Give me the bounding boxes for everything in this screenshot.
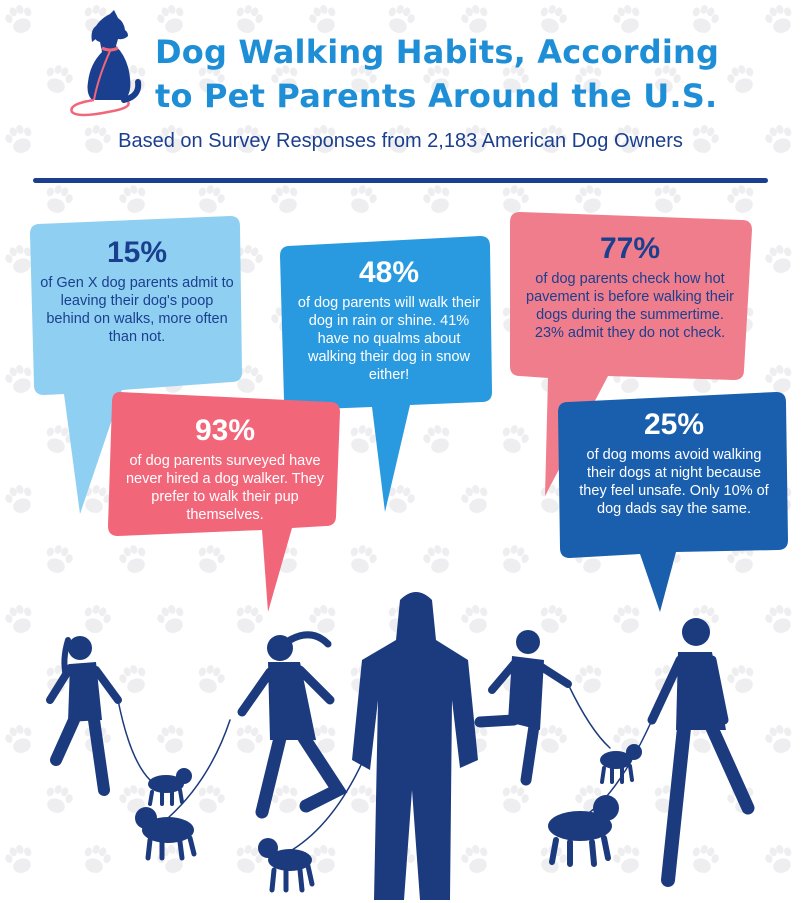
- dog-silhouette-5: [548, 795, 619, 867]
- bubble-shape-48: [280, 236, 492, 512]
- stat-percent: 77%: [599, 232, 661, 265]
- bubble-shape-15: [30, 216, 242, 514]
- stat-percent: 25%: [643, 408, 705, 441]
- stat-percent: 93%: [194, 414, 256, 447]
- stat-bubble-dog-walker: 93% of dog parents surveyed have never h…: [122, 414, 328, 524]
- title-line-2: to Pet Parents Around the U.S.: [155, 77, 718, 115]
- walker-silhouette-2: [237, 631, 348, 819]
- dog-silhouette-3: [258, 739, 373, 893]
- walker-silhouette-5: [589, 618, 755, 887]
- bubble-shape-93: [108, 392, 340, 612]
- title-line-1: Dog Walking Habits, According: [155, 33, 720, 71]
- dog-walkers-illustration: [46, 592, 755, 900]
- stat-bubble-gen-x-poop: 15% of Gen X dog parents admit to leavin…: [40, 236, 234, 346]
- dog-silhouette-1: [148, 768, 192, 806]
- stat-bubble-hot-pavement: 77% of dog parents check how hot pavemen…: [524, 232, 736, 342]
- walker-silhouette-4: [474, 630, 611, 786]
- dog-silhouette-4: [600, 744, 642, 784]
- page-subtitle: Based on Survey Responses from 2,183 Ame…: [118, 130, 683, 152]
- bubble-shape-25: [558, 392, 788, 612]
- stat-bubble-night-walks: 25% of dog moms avoid walking their dogs…: [572, 408, 776, 518]
- dog-silhouette-2: [135, 719, 231, 861]
- stat-text: of dog moms avoid walking their dogs at …: [579, 447, 769, 517]
- stat-bubble-rain-or-shine: 48% of dog parents will walk their dog i…: [294, 256, 484, 384]
- stat-text: of dog parents will walk their dog in ra…: [297, 295, 481, 383]
- stat-text: of Gen X dog parents admit to leaving th…: [40, 275, 234, 345]
- page-title: Dog Walking Habits, According to Pet Par…: [155, 30, 795, 118]
- walker-silhouette-1: [46, 636, 151, 796]
- stat-percent: 48%: [358, 256, 420, 289]
- sitting-dog-logo-icon: [70, 10, 142, 117]
- stat-text: of dog parents surveyed have never hired…: [125, 453, 324, 523]
- header-divider: [33, 178, 768, 183]
- stat-percent: 15%: [106, 236, 168, 269]
- walker-silhouette-3: [352, 592, 478, 900]
- stat-text: of dog parents check how hot pavement is…: [526, 271, 734, 341]
